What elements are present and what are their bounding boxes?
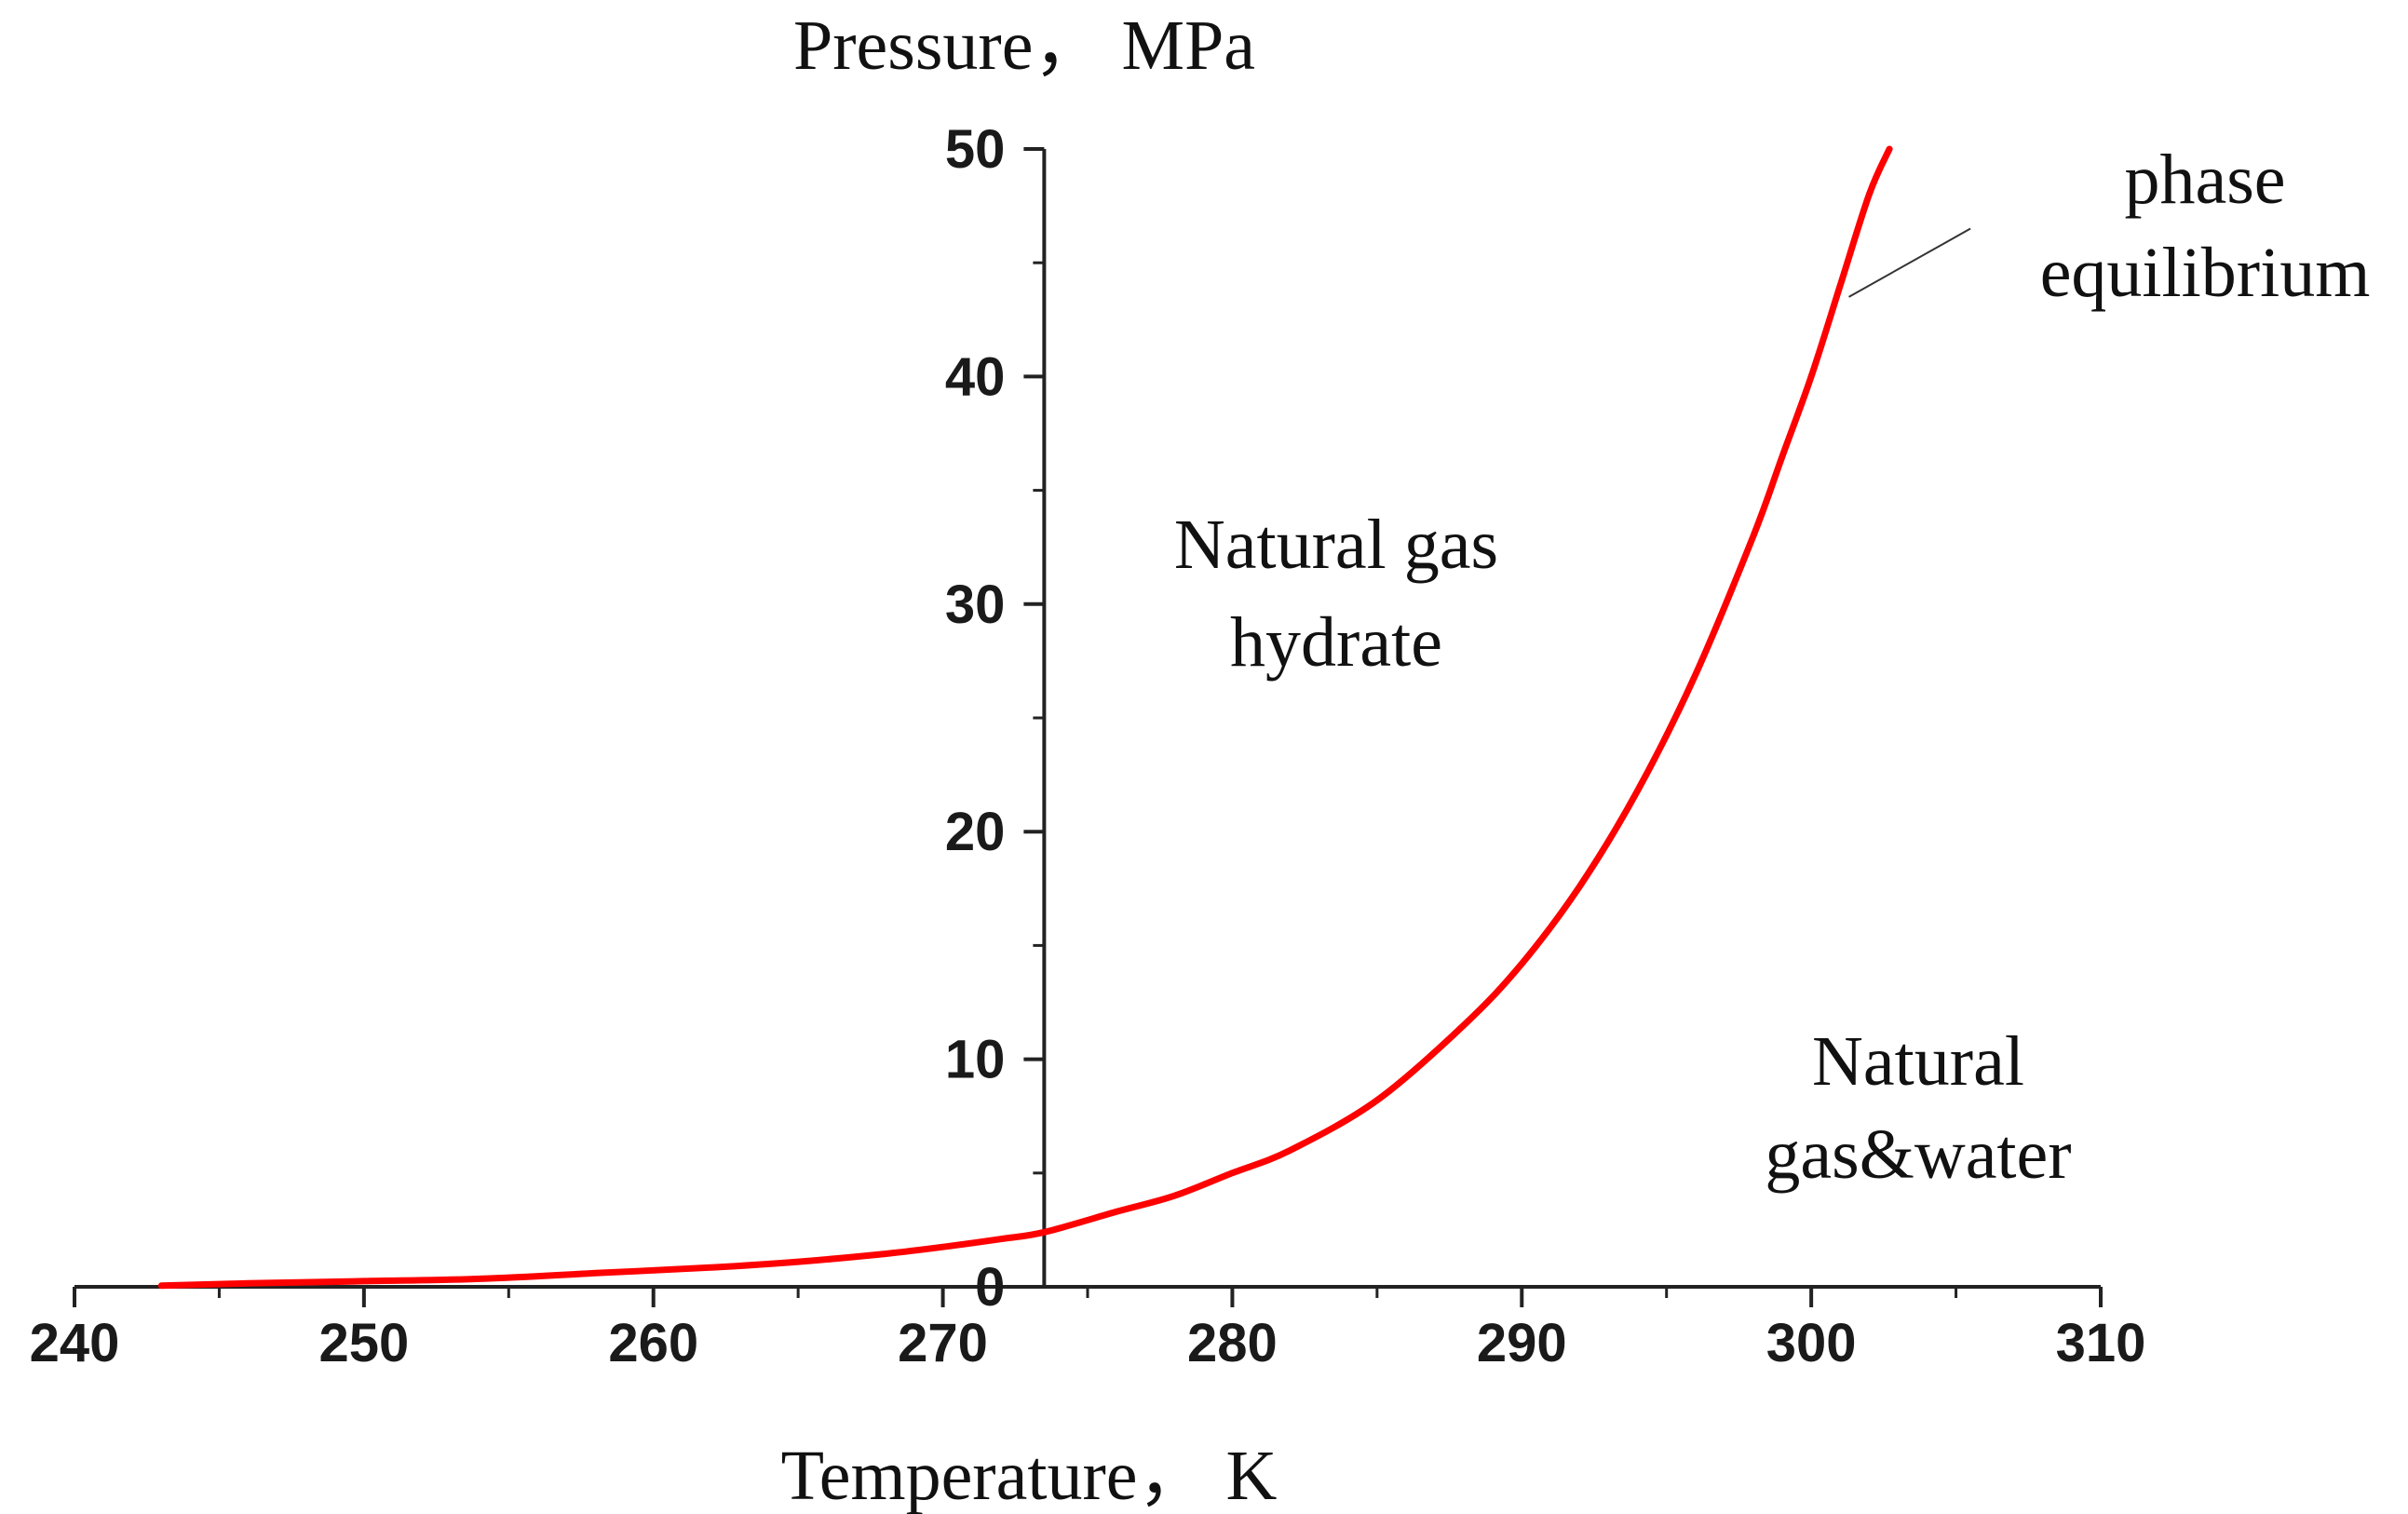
x-tick-label: 280 — [1187, 1313, 1278, 1373]
x-tick-label: 270 — [898, 1313, 988, 1373]
series-layer — [157, 145, 1893, 1290]
y-tick-label: 20 — [945, 802, 1006, 862]
x-tick-label: 240 — [30, 1313, 120, 1373]
y-tick-label: 40 — [945, 346, 1006, 407]
y-tick-label: 0 — [975, 1257, 1005, 1318]
y-tick-label: 10 — [945, 1030, 1006, 1090]
x-tick-label: 310 — [2056, 1313, 2146, 1373]
annotation-hydrate-line1: Natural gas — [1174, 506, 1498, 584]
annotation-gas-water-line2: gas&water — [1765, 1115, 2071, 1194]
phase-equilibrium-leader-line — [1848, 227, 1971, 298]
x-tick-label: 300 — [1766, 1313, 1857, 1373]
x-axis-ticks: 240 250 260 270 280 290 300 310 — [30, 1287, 2146, 1373]
y-axis-ticks: 0 10 20 30 40 50 — [945, 119, 1045, 1318]
series-line-phase-equilibrium — [157, 145, 1893, 1290]
x-axis-title: Temperature， K — [781, 1437, 1278, 1514]
y-tick-label: 30 — [945, 575, 1006, 635]
y-axis-title: Pressure， MPa — [793, 7, 1255, 85]
x-tick-label: 260 — [608, 1313, 698, 1373]
x-tick-label: 250 — [318, 1313, 409, 1373]
annotation-phase-line1: phase — [2124, 141, 2285, 219]
annotation-hydrate-line2: hydrate — [1230, 603, 1442, 682]
annotation-phase-line2: equilibrium — [2040, 234, 2371, 312]
y-tick-label: 50 — [945, 119, 1006, 180]
annotation-gas-water-line1: Natural — [1812, 1022, 2024, 1101]
x-tick-label: 290 — [1477, 1313, 1567, 1373]
